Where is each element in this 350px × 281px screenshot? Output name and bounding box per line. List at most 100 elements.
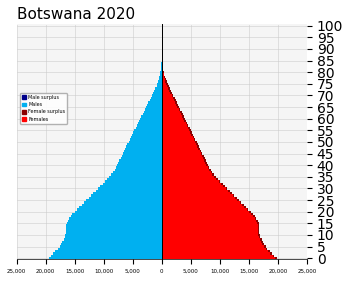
Bar <box>162 117 185 120</box>
Bar <box>118 162 162 164</box>
Bar <box>162 215 255 217</box>
Bar <box>194 139 195 141</box>
Bar <box>75 210 162 213</box>
Bar <box>199 150 201 152</box>
Bar <box>162 241 263 243</box>
Bar <box>162 234 260 236</box>
Bar <box>212 173 214 176</box>
Bar <box>156 85 162 87</box>
Bar <box>151 97 162 99</box>
Bar <box>134 129 162 132</box>
Bar <box>155 87 162 90</box>
Bar <box>256 220 258 222</box>
Bar <box>162 85 169 87</box>
Bar <box>175 101 177 104</box>
Bar <box>251 213 253 215</box>
Bar <box>203 157 205 159</box>
Bar <box>162 115 184 117</box>
Bar <box>209 169 211 171</box>
Bar <box>162 220 258 222</box>
Bar <box>258 234 260 236</box>
Bar <box>153 92 162 94</box>
Bar <box>246 208 248 210</box>
Bar <box>242 203 244 206</box>
Bar <box>201 152 202 155</box>
Bar <box>162 248 267 250</box>
Bar <box>226 187 228 190</box>
Bar <box>161 64 162 66</box>
Bar <box>162 199 239 201</box>
Bar <box>221 183 223 185</box>
Bar <box>259 236 260 238</box>
Bar <box>132 134 162 136</box>
Bar <box>161 69 162 71</box>
Bar <box>162 87 170 90</box>
Bar <box>258 227 259 229</box>
Bar <box>162 66 163 69</box>
Bar <box>198 148 200 150</box>
Legend: Male surplus, Males, Female surplus, Females: Male surplus, Males, Female surplus, Fem… <box>20 93 67 124</box>
Bar <box>202 155 204 157</box>
Bar <box>162 150 201 152</box>
Bar <box>162 94 173 97</box>
Bar <box>178 108 180 110</box>
Bar <box>66 229 162 232</box>
Bar <box>72 213 162 215</box>
Bar <box>170 92 172 94</box>
Bar <box>163 73 164 76</box>
Bar <box>66 225 162 227</box>
Bar <box>169 90 171 92</box>
Bar <box>244 206 246 208</box>
Bar <box>235 196 237 199</box>
Bar <box>162 78 166 80</box>
Bar <box>162 183 223 185</box>
Bar <box>148 101 162 104</box>
Bar <box>139 120 162 122</box>
Bar <box>119 159 162 162</box>
Bar <box>79 206 162 208</box>
Bar <box>61 243 162 245</box>
Bar <box>162 108 180 110</box>
Bar <box>214 176 216 178</box>
Bar <box>162 194 235 196</box>
Bar <box>230 192 232 194</box>
Bar <box>162 164 208 166</box>
Bar <box>206 164 208 166</box>
Bar <box>130 139 162 141</box>
Bar <box>105 180 162 183</box>
Bar <box>258 229 259 232</box>
Bar <box>208 166 209 169</box>
Bar <box>96 190 162 192</box>
Bar <box>162 136 194 139</box>
Bar <box>211 171 212 173</box>
Bar <box>162 192 232 194</box>
Bar <box>53 252 162 255</box>
Bar <box>228 190 230 192</box>
Bar <box>162 80 167 83</box>
Bar <box>184 120 186 122</box>
Bar <box>71 215 162 217</box>
Bar <box>187 124 189 127</box>
Bar <box>219 180 220 183</box>
Bar <box>181 113 183 115</box>
Bar <box>164 78 166 80</box>
Bar <box>65 234 162 236</box>
Bar <box>162 157 205 159</box>
Bar <box>166 83 168 85</box>
Bar <box>58 248 162 250</box>
Bar <box>180 110 182 113</box>
Bar <box>189 129 191 132</box>
Bar <box>162 243 264 245</box>
Bar <box>162 139 195 141</box>
Bar <box>84 201 162 203</box>
Bar <box>162 173 214 176</box>
Bar <box>142 113 162 115</box>
Bar <box>140 117 162 120</box>
Bar <box>162 134 193 136</box>
Bar <box>158 80 162 83</box>
Bar <box>162 92 172 94</box>
Bar <box>162 101 177 104</box>
Bar <box>65 236 162 238</box>
Bar <box>164 76 165 78</box>
Bar <box>107 178 162 180</box>
